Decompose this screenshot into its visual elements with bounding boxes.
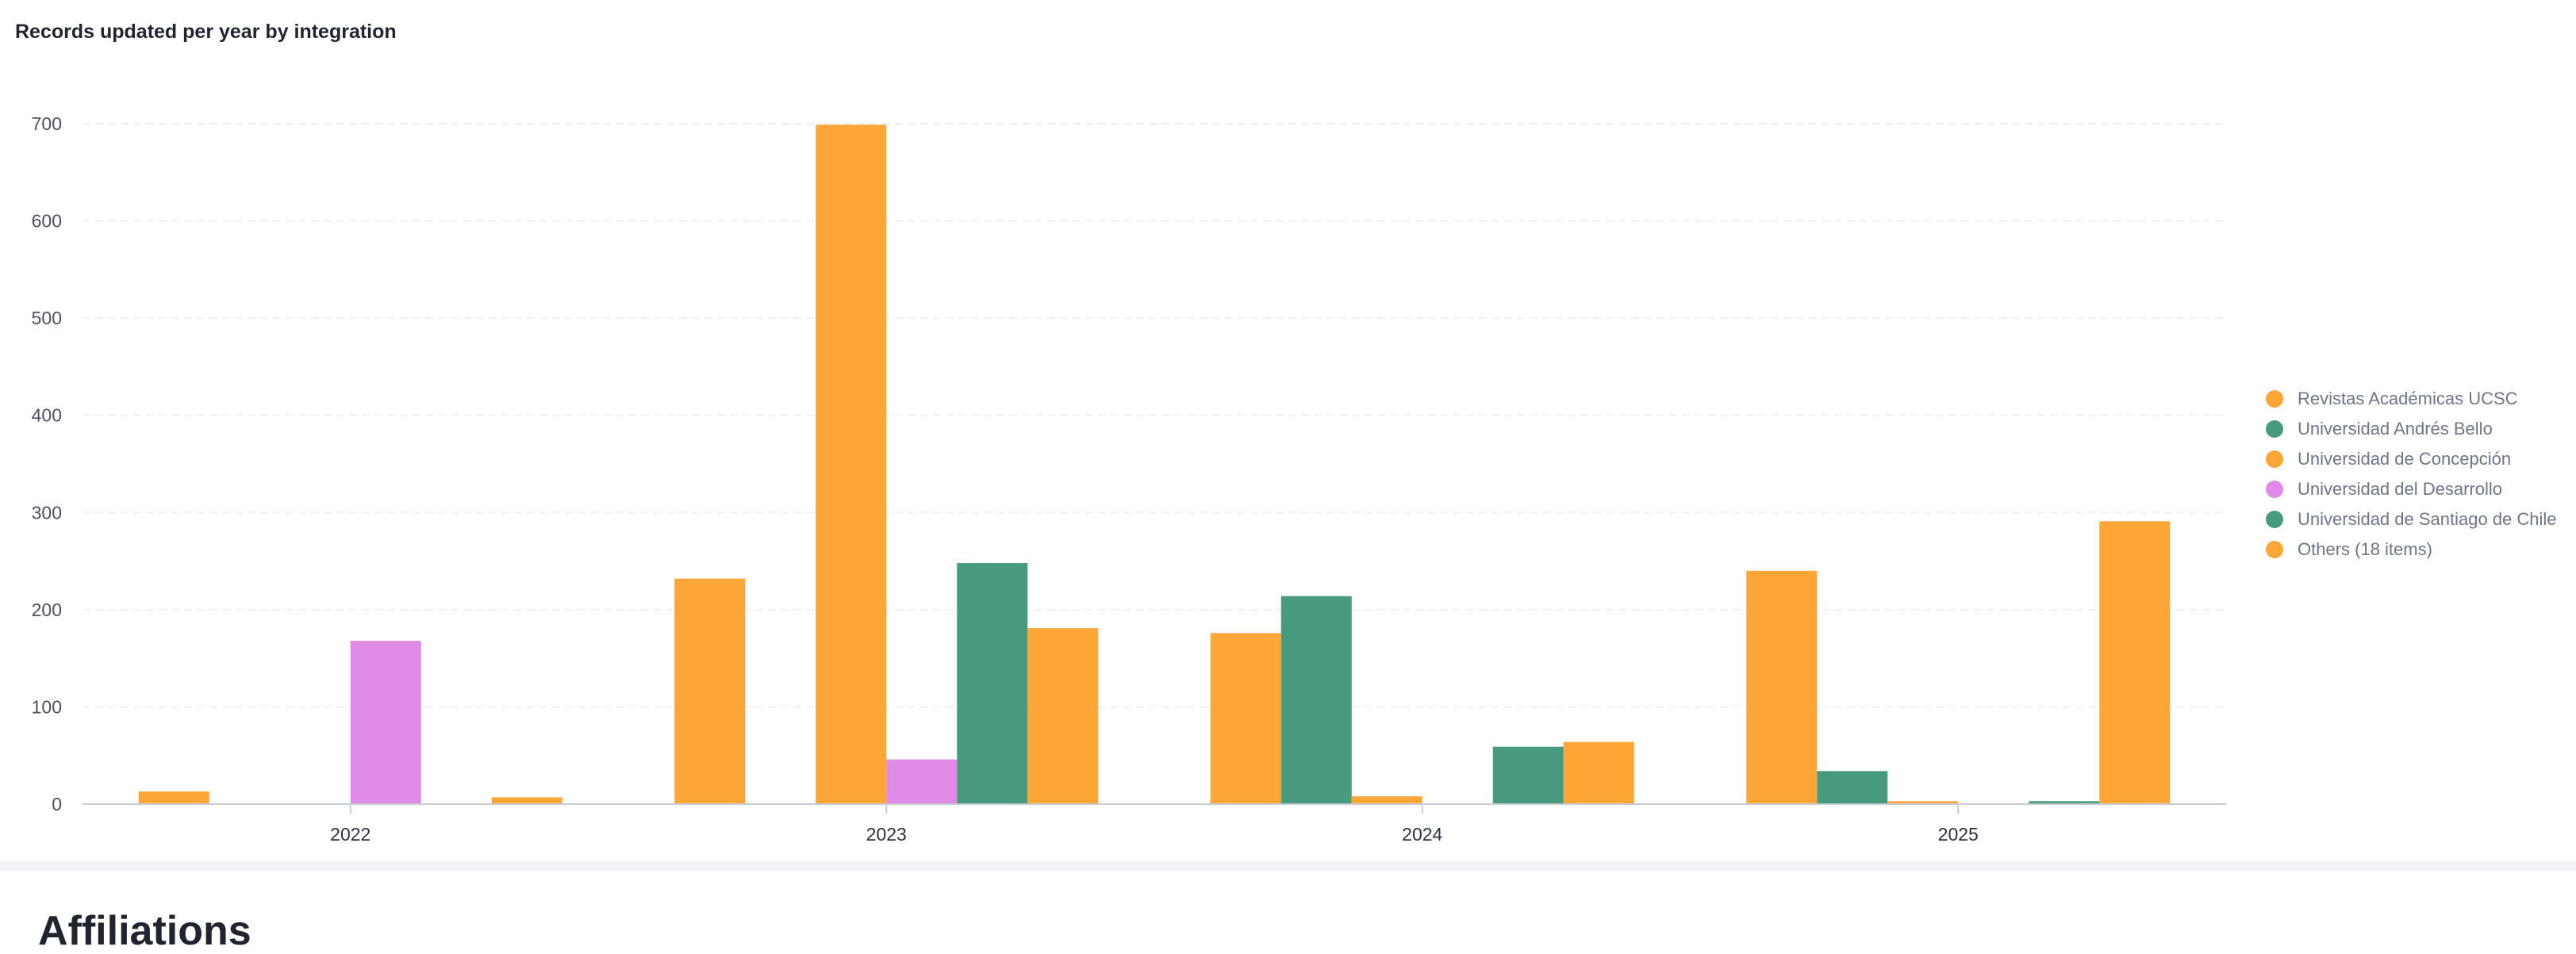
chart-legend: Revistas Académicas UCSC Universidad Andr… — [2266, 384, 2576, 565]
legend-label: Universidad Andrés Bello — [2298, 419, 2493, 439]
bar[interactable] — [1817, 771, 1888, 804]
legend-item[interactable]: Universidad de Santiago de Chile — [2266, 504, 2576, 534]
bar[interactable] — [1280, 596, 1352, 804]
legend-label: Universidad de Concepción — [2298, 449, 2512, 469]
bar[interactable] — [350, 641, 421, 804]
bar[interactable] — [1027, 628, 1099, 804]
legend-swatch — [2266, 420, 2283, 438]
x-tick-label: 2022 — [330, 824, 370, 845]
legend-label: Universidad de Santiago de Chile — [2298, 509, 2557, 529]
section-divider — [0, 861, 2576, 871]
bar[interactable] — [138, 791, 209, 804]
affiliations-heading: Affiliations — [38, 908, 251, 954]
legend-swatch — [2266, 390, 2283, 408]
legend-label: Others (18 items) — [2298, 539, 2432, 559]
y-tick-label: 500 — [32, 308, 62, 328]
bars — [138, 125, 2171, 804]
legend-item[interactable]: Others (18 items) — [2266, 534, 2576, 565]
y-tick-label: 0 — [52, 794, 62, 814]
chart-card: Records updated per year by integration … — [15, 21, 2576, 845]
y-tick-label: 100 — [32, 696, 62, 717]
bar[interactable] — [1887, 801, 1959, 804]
bar[interactable] — [1563, 741, 1634, 804]
x-tick-label: 2025 — [1938, 824, 1979, 845]
x-tick-label: 2024 — [1402, 824, 1442, 845]
bar[interactable] — [1210, 633, 1281, 804]
y-tick-label: 200 — [32, 600, 62, 620]
bar[interactable] — [957, 563, 1028, 804]
y-tick-label: 600 — [32, 211, 62, 232]
y-tick-label: 300 — [32, 502, 62, 523]
legend-item[interactable]: Revistas Académicas UCSC — [2266, 384, 2576, 414]
tick-labels: 0 100 200 300 400 500 600 700 2022 2023 2024 2025 — [32, 113, 1979, 845]
bar[interactable] — [2029, 801, 2100, 804]
bar[interactable] — [1351, 796, 1422, 804]
legend-item[interactable]: Universidad de Concepción — [2266, 444, 2576, 474]
bar[interactable] — [816, 125, 887, 804]
legend-label: Revistas Académicas UCSC — [2298, 389, 2518, 408]
gridlines — [83, 123, 2226, 708]
bar[interactable] — [1492, 746, 1564, 804]
legend-item[interactable]: Universidad del Desarrollo — [2266, 474, 2576, 504]
bar-chart: 0 100 200 300 400 500 600 700 2022 2023 2024 2025 — [32, 113, 2226, 845]
bar[interactable] — [491, 797, 562, 804]
legend-item[interactable]: Universidad Andrés Bello — [2266, 414, 2576, 444]
bar[interactable] — [2099, 521, 2171, 804]
axes — [83, 803, 2226, 814]
y-tick-label: 700 — [32, 113, 62, 134]
legend-swatch — [2266, 481, 2283, 498]
y-tick-label: 400 — [32, 405, 62, 426]
bar[interactable] — [674, 578, 746, 804]
legend-swatch — [2266, 450, 2283, 468]
chart-title: Records updated per year by integration — [15, 21, 397, 43]
legend-swatch — [2266, 541, 2283, 558]
bar[interactable] — [1746, 570, 1818, 804]
bar[interactable] — [886, 759, 958, 804]
legend-label: Universidad del Desarrollo — [2298, 479, 2503, 499]
x-tick-label: 2023 — [866, 824, 907, 845]
legend-swatch — [2266, 511, 2283, 528]
